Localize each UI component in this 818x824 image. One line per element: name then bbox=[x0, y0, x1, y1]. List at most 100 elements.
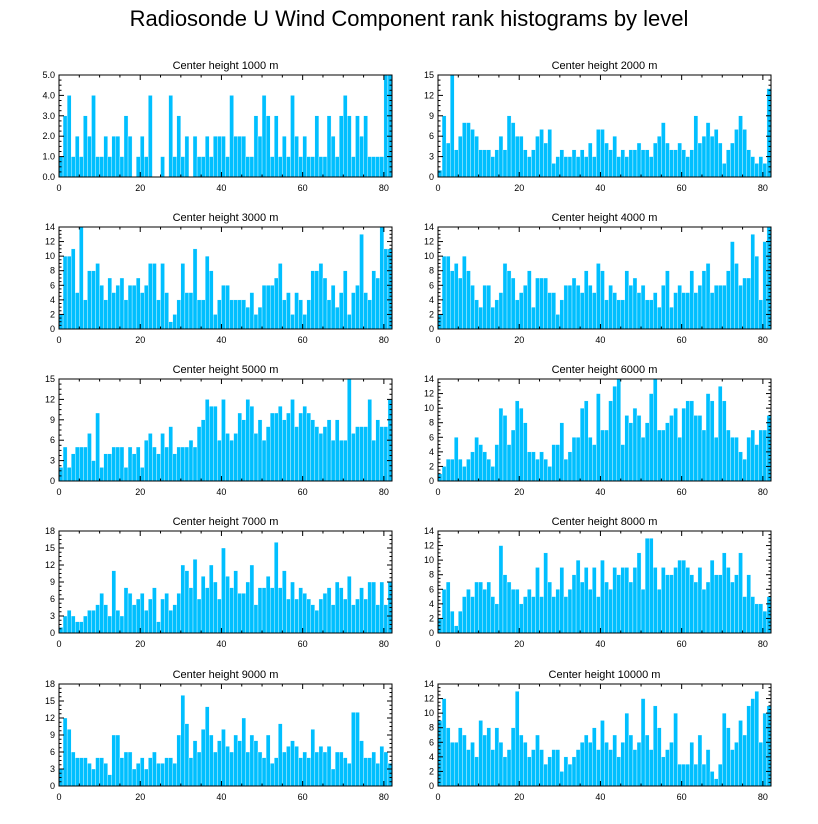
histogram-bar bbox=[592, 292, 597, 330]
x-tick-label: 40 bbox=[216, 792, 226, 802]
histogram-bar bbox=[648, 749, 654, 787]
x-tick-label: 40 bbox=[595, 183, 605, 193]
y-tick-label: 6 bbox=[50, 747, 55, 757]
histogram-bar bbox=[274, 277, 279, 330]
histogram-bar bbox=[217, 299, 222, 330]
histogram-bar bbox=[592, 727, 597, 787]
histogram-bar bbox=[359, 426, 364, 482]
x-tick-label: 80 bbox=[379, 792, 389, 802]
histogram-bar bbox=[160, 156, 165, 178]
y-tick-label: 12 bbox=[45, 560, 55, 570]
histogram-bar bbox=[490, 156, 496, 178]
histogram-bar bbox=[144, 285, 149, 330]
histogram-bar bbox=[665, 422, 670, 482]
histogram-bar bbox=[535, 734, 540, 787]
histogram-bar bbox=[188, 292, 194, 330]
x-tick-label: 0 bbox=[435, 487, 440, 497]
histogram-bar bbox=[379, 746, 385, 787]
histogram-bar bbox=[249, 292, 255, 330]
histogram-bar bbox=[245, 156, 251, 178]
histogram-bar bbox=[87, 763, 92, 787]
histogram-bar bbox=[367, 156, 372, 178]
histogram-bar bbox=[754, 603, 759, 634]
histogram-bar bbox=[458, 277, 463, 330]
x-tick-label: 60 bbox=[677, 183, 687, 193]
histogram-bar bbox=[339, 115, 344, 178]
histogram-bar bbox=[176, 446, 182, 482]
histogram-bar bbox=[608, 149, 613, 178]
histogram-bar bbox=[575, 156, 581, 178]
histogram-bar bbox=[127, 593, 133, 634]
x-tick-label: 80 bbox=[379, 487, 389, 497]
histogram-bar bbox=[249, 564, 255, 634]
histogram-bar bbox=[478, 149, 483, 178]
histogram-bar bbox=[286, 598, 291, 634]
histogram-bar bbox=[466, 270, 471, 330]
histogram-bar bbox=[726, 567, 731, 634]
histogram-bar bbox=[681, 763, 686, 787]
x-tick-label: 40 bbox=[216, 639, 226, 649]
y-tick-label: 15 bbox=[45, 696, 55, 706]
y-tick-label: 10 bbox=[424, 403, 434, 413]
histogram-bar bbox=[636, 292, 642, 330]
histogram-bar bbox=[253, 740, 259, 787]
histogram-bar bbox=[326, 419, 332, 482]
histogram-bar bbox=[229, 299, 234, 330]
histogram-bar bbox=[99, 467, 104, 482]
histogram-bar bbox=[245, 306, 251, 330]
histogram-bar bbox=[559, 567, 565, 634]
histogram-bar bbox=[294, 292, 299, 330]
histogram-bar bbox=[466, 458, 471, 482]
histogram-bar bbox=[131, 453, 137, 482]
y-tick-label: 2 bbox=[429, 613, 434, 623]
histogram-bar bbox=[253, 604, 259, 634]
histogram-bar bbox=[253, 433, 259, 482]
x-tick-label: 20 bbox=[514, 792, 524, 802]
histogram-bar bbox=[75, 621, 80, 634]
histogram-bar bbox=[535, 458, 540, 482]
histogram-bar bbox=[294, 746, 299, 787]
histogram-bar bbox=[387, 763, 393, 787]
histogram-bar bbox=[164, 292, 169, 330]
histogram-bar bbox=[278, 263, 283, 330]
histogram-bar bbox=[302, 136, 307, 178]
histogram-bar bbox=[225, 746, 230, 787]
histogram-bar bbox=[140, 292, 145, 330]
x-tick-label: 0 bbox=[56, 792, 61, 802]
histogram-bar bbox=[83, 299, 88, 330]
histogram-bar bbox=[99, 285, 104, 330]
histogram-bar bbox=[596, 393, 601, 482]
y-tick-label: 8 bbox=[429, 570, 434, 580]
histogram-bar bbox=[322, 277, 328, 330]
histogram-bar bbox=[677, 142, 682, 178]
histogram-bar bbox=[107, 156, 112, 178]
histogram-bar bbox=[713, 129, 719, 178]
histogram-bar bbox=[148, 433, 153, 482]
histogram-bar bbox=[705, 263, 711, 330]
histogram-bar bbox=[330, 768, 336, 787]
y-tick-label: 12 bbox=[45, 394, 55, 404]
histogram-bar bbox=[107, 615, 112, 634]
histogram-bar bbox=[653, 142, 658, 178]
histogram-bar bbox=[742, 458, 747, 482]
histogram-bar bbox=[249, 156, 255, 178]
histogram-bar bbox=[343, 270, 348, 330]
histogram-bar bbox=[298, 299, 303, 330]
histogram-bar bbox=[450, 458, 455, 482]
histogram-bar bbox=[294, 136, 299, 178]
histogram-bar bbox=[107, 277, 112, 330]
y-tick-label: 9 bbox=[429, 111, 434, 121]
x-tick-label: 60 bbox=[677, 792, 687, 802]
histogram-bar bbox=[584, 400, 589, 482]
histogram-bar bbox=[579, 742, 585, 787]
y-tick-label: 8 bbox=[429, 723, 434, 733]
histogram-bar bbox=[494, 149, 500, 178]
histogram-bar bbox=[604, 742, 609, 787]
histogram-bar bbox=[363, 426, 368, 482]
histogram-bar bbox=[310, 604, 316, 634]
histogram-bar bbox=[506, 444, 512, 482]
histogram-bar bbox=[265, 426, 271, 482]
y-tick-label: 4 bbox=[429, 295, 434, 305]
histogram-bar bbox=[722, 712, 727, 787]
histogram-bar bbox=[588, 142, 593, 178]
